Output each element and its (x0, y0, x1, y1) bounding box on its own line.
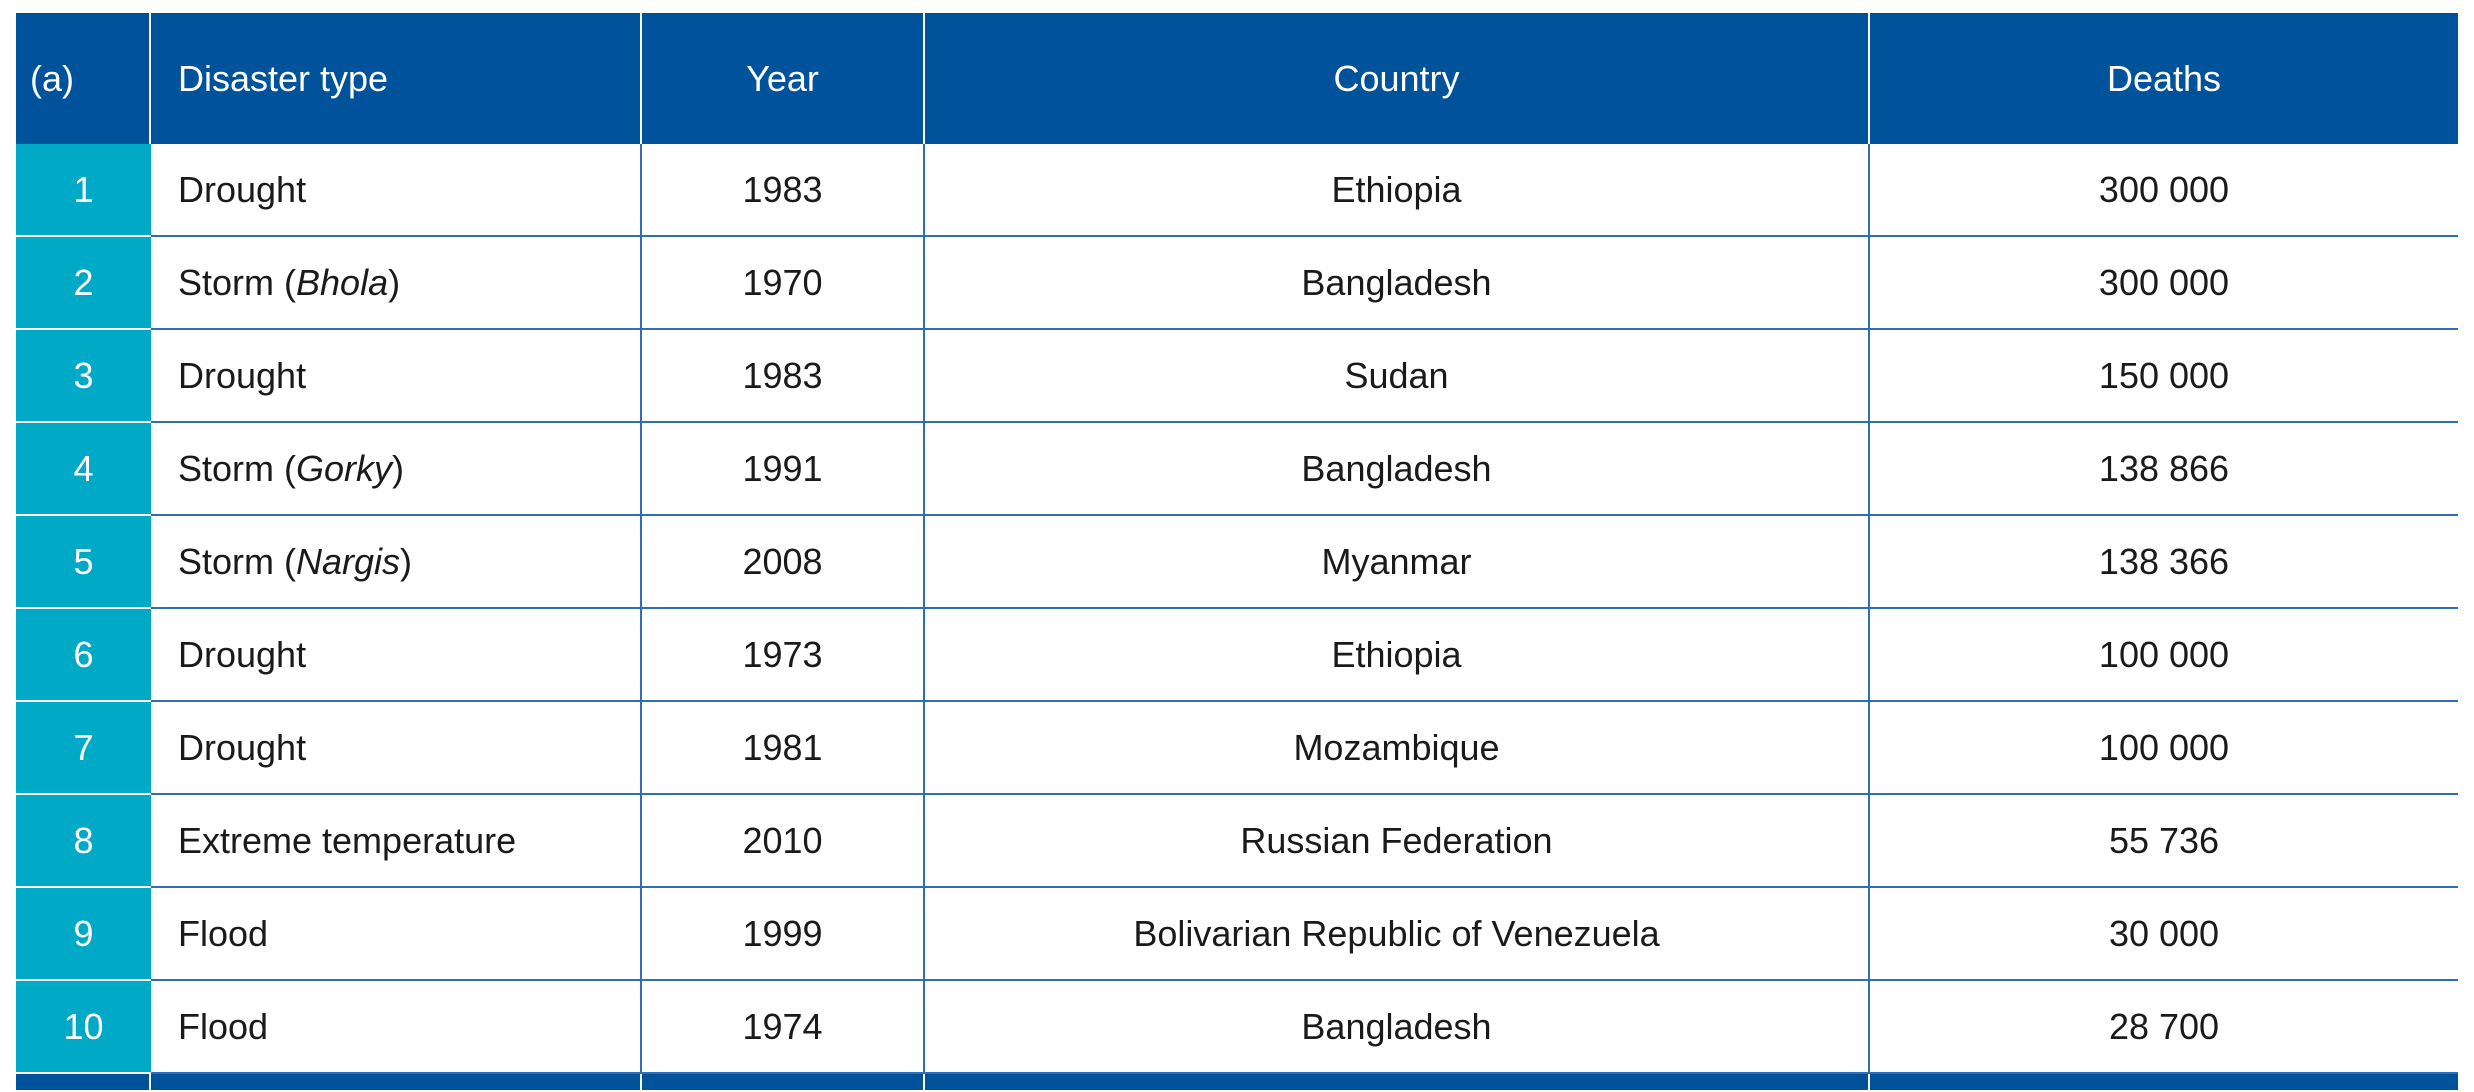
row-number: 4 (16, 423, 151, 516)
footer-cell (16, 1074, 151, 1090)
disaster-text: Drought (178, 168, 307, 210)
table-cell: Storm (Nargis) (151, 516, 642, 609)
table-cell: Ethiopia (925, 609, 1870, 702)
row-number: 6 (16, 609, 151, 702)
row-number: 10 (16, 981, 151, 1074)
table-cell: 300 000 (1870, 237, 2458, 330)
table-body: 1 Drought 1983 Ethiopia 300 000 2 Storm (Bhola… (16, 144, 2458, 1074)
table-cell: Mozambique (925, 702, 1870, 795)
row-number: 8 (16, 795, 151, 888)
row-number: 3 (16, 330, 151, 423)
table-row: 6 Drought 1973 Ethiopia 100 000 (16, 609, 2458, 702)
table-cell: Drought (151, 144, 642, 237)
table-cell: Flood (151, 981, 642, 1074)
table-cell: 1983 (642, 144, 925, 237)
header-cell: (a) (16, 13, 151, 144)
table-cell: 1970 (642, 237, 925, 330)
table-row: 1 Drought 1983 Ethiopia 300 000 (16, 144, 2458, 237)
footer-cell (1870, 1074, 2458, 1090)
disaster-text: ) (388, 261, 401, 303)
table-row: 2 Storm (Bhola) 1970 Bangladesh 300 000 (16, 237, 2458, 330)
table-cell: Ethiopia (925, 144, 1870, 237)
table-cell: Myanmar (925, 516, 1870, 609)
table-row: 5 Storm (Nargis) 2008 Myanmar 138 366 (16, 516, 2458, 609)
header-cell: Disaster type (151, 13, 642, 144)
footer-cell (925, 1074, 1870, 1090)
row-number: 9 (16, 888, 151, 981)
table-row: 9 Flood 1999 Bolivarian Republic of Venezue… (16, 888, 2458, 981)
table-row: 10 Flood 1974 Bangladesh 28 700 (16, 981, 2458, 1074)
table-cell: Storm (Bhola) (151, 237, 642, 330)
table-cell: Storm (Gorky) (151, 423, 642, 516)
table-cell: 138 866 (1870, 423, 2458, 516)
row-number: 7 (16, 702, 151, 795)
disaster-text: Flood (178, 1005, 269, 1047)
table-cell: 300 000 (1870, 144, 2458, 237)
header-cell: Country (925, 13, 1870, 144)
table-container: (a) Disaster type Year Country Deaths 1 Droug… (16, 13, 2458, 1090)
table-cell: Drought (151, 330, 642, 423)
disaster-text: Storm ( (178, 540, 297, 582)
table-cell: Drought (151, 702, 642, 795)
table-cell: 1981 (642, 702, 925, 795)
storm-name: Bhola (296, 261, 389, 303)
disaster-table: (a) Disaster type Year Country Deaths 1 Droug… (16, 13, 2458, 1074)
disaster-text: Flood (178, 912, 269, 954)
table-row: 7 Drought 1981 Mozambique 100 000 (16, 702, 2458, 795)
header-cell: Deaths (1870, 13, 2458, 144)
table-row: 8 Extreme temperature 2010 Russian Federati… (16, 795, 2458, 888)
footer-bar (16, 1074, 2458, 1090)
header-cell: Year (642, 13, 925, 144)
footer-cell (151, 1074, 642, 1090)
table-cell: 2010 (642, 795, 925, 888)
row-number: 5 (16, 516, 151, 609)
table-cell: 1973 (642, 609, 925, 702)
disaster-text: Storm ( (178, 261, 297, 303)
table-cell: 1974 (642, 981, 925, 1074)
row-number: 2 (16, 237, 151, 330)
table-cell: 1983 (642, 330, 925, 423)
table-cell: 28 700 (1870, 981, 2458, 1074)
table-row: 4 Storm (Gorky) 1991 Bangladesh 138 866 (16, 423, 2458, 516)
table-cell: 138 366 (1870, 516, 2458, 609)
table-cell: Bangladesh (925, 237, 1870, 330)
table-cell: Sudan (925, 330, 1870, 423)
disaster-text: ) (392, 447, 405, 489)
table-cell: 1991 (642, 423, 925, 516)
disaster-text: Drought (178, 726, 307, 768)
disaster-text: ) (400, 540, 413, 582)
table-row: 3 Drought 1983 Sudan 150 000 (16, 330, 2458, 423)
table-cell: 1999 (642, 888, 925, 981)
table-cell: Bangladesh (925, 981, 1870, 1074)
row-number: 1 (16, 144, 151, 237)
table-cell: 100 000 (1870, 702, 2458, 795)
table-cell: Russian Federation (925, 795, 1870, 888)
disaster-text: Drought (178, 354, 307, 396)
header-row: (a) Disaster type Year Country Deaths (16, 13, 2458, 144)
table-cell: 150 000 (1870, 330, 2458, 423)
table-cell: Drought (151, 609, 642, 702)
table-cell: Bangladesh (925, 423, 1870, 516)
table-cell: 30 000 (1870, 888, 2458, 981)
table-cell: 55 736 (1870, 795, 2458, 888)
footer-cell (642, 1074, 925, 1090)
disaster-text: Drought (178, 633, 307, 675)
table-cell: 2008 (642, 516, 925, 609)
disaster-text: Storm ( (178, 447, 297, 489)
storm-name: Gorky (296, 447, 393, 489)
disaster-text: Extreme temperature (178, 819, 517, 861)
table-cell: Extreme temperature (151, 795, 642, 888)
table-cell: 100 000 (1870, 609, 2458, 702)
storm-name: Nargis (296, 540, 401, 582)
table-cell: Flood (151, 888, 642, 981)
table-cell: Bolivarian Republic of Venezuela (925, 888, 1870, 981)
